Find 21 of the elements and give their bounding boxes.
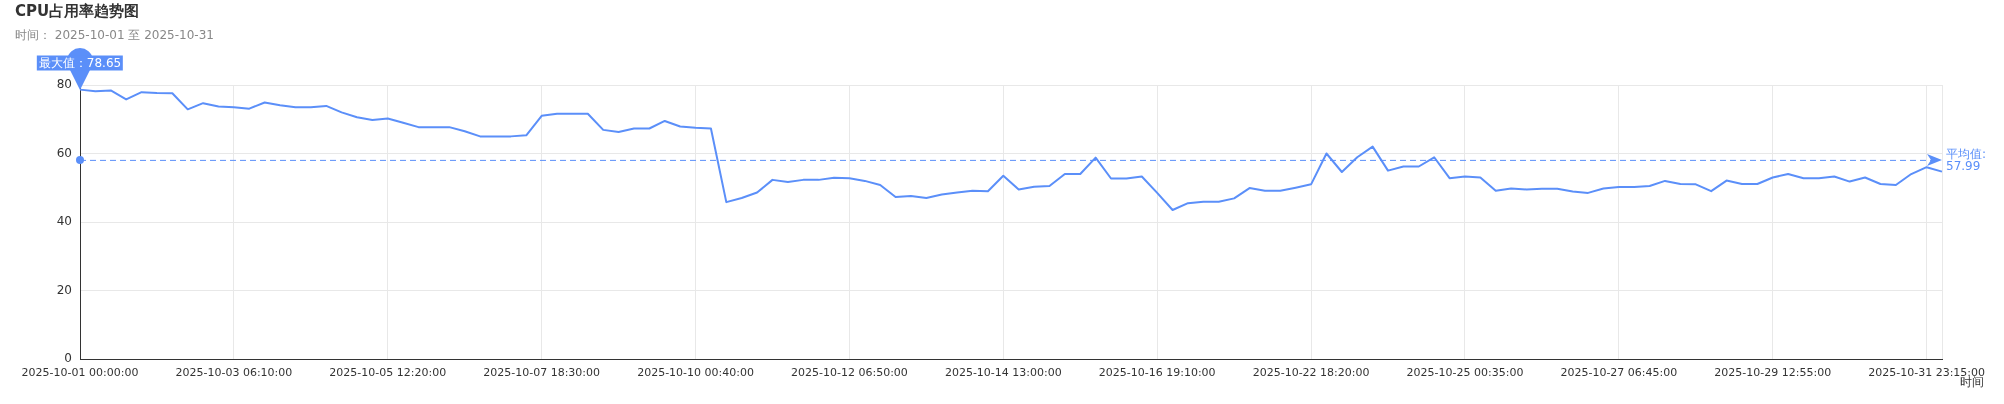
x-tick-label: 2025-10-07 18:30:00 bbox=[483, 366, 601, 380]
y-tick-label: 40 bbox=[56, 214, 72, 229]
x-tick-label: 2025-10-29 12:55:00 bbox=[1714, 366, 1832, 380]
x-tick-label: 2025-10-16 19:10:00 bbox=[1098, 366, 1216, 380]
x-tick-label: 2025-10-03 06:10:00 bbox=[175, 366, 293, 380]
ref-line-label: 平均值: 57.99 bbox=[1946, 146, 1987, 173]
y-tick-label: 20 bbox=[56, 282, 72, 297]
y-tick-label: 0 bbox=[64, 351, 72, 366]
x-tick-label: 2025-10-05 12:20:00 bbox=[329, 366, 447, 380]
x-tick-label: 2025-10-14 13:00:00 bbox=[944, 366, 1062, 380]
y-tick-label: 60 bbox=[56, 145, 72, 160]
x-tick-label: 2025-10-01 00:00:00 bbox=[21, 366, 139, 380]
x-tick-label: 2025-10-27 06:45:00 bbox=[1560, 366, 1678, 380]
y-tick-label: 80 bbox=[56, 77, 72, 92]
annotation: 最大值：78.65 bbox=[36, 55, 124, 71]
x-tick-label: 2025-10-12 06:50:00 bbox=[791, 366, 908, 380]
x-tick-label: 2025-10-25 00:35:00 bbox=[1406, 366, 1524, 380]
chart-title: CPU占用率趋势图 bbox=[15, 2, 140, 21]
x-tick-label: 2025-10-22 18:20:00 bbox=[1252, 366, 1370, 380]
x-tick-label: 2025-10-10 00:40:00 bbox=[637, 366, 754, 380]
chart-subtitle: 时间： 2025-10-01 至 2025-10-31 bbox=[15, 27, 214, 44]
